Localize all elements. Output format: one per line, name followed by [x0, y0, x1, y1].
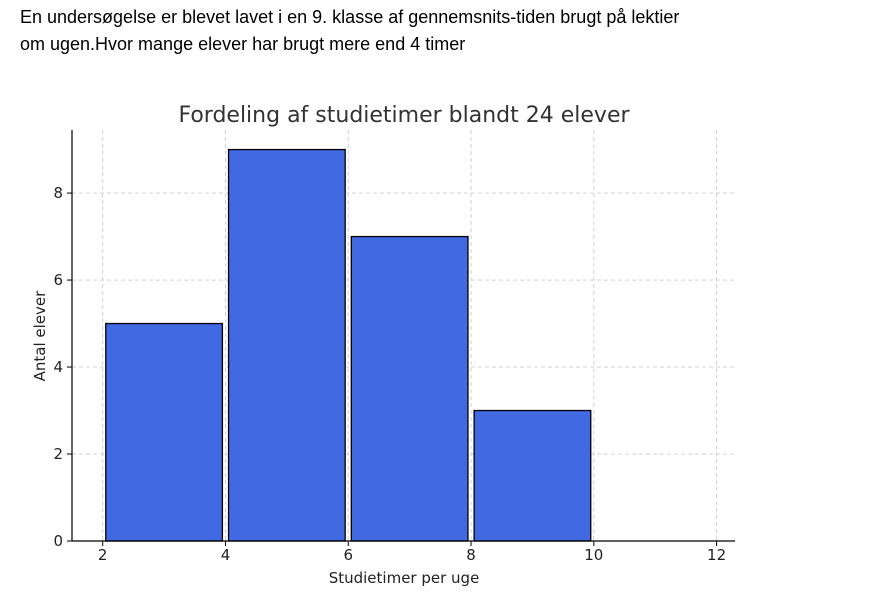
question-text: En undersøgelse er blevet lavet i en 9. …: [20, 4, 870, 58]
histogram-bar: [473, 409, 592, 542]
x-tick-label: 10: [584, 546, 603, 564]
question-line-1: En undersøgelse er blevet lavet i en 9. …: [20, 7, 680, 27]
y-tick-label: 2: [53, 445, 63, 463]
y-tick-label: 8: [53, 184, 63, 202]
histogram-bar: [227, 148, 346, 542]
x-tick-label: 4: [221, 546, 231, 564]
axes: [71, 130, 735, 542]
x-tick-label: 12: [707, 546, 726, 564]
histogram-bar: [350, 235, 469, 542]
y-tick-label: 0: [53, 532, 63, 550]
y-tick-label: 6: [53, 271, 63, 289]
question-line-2: om ugen.Hvor mange elever har brugt mere…: [20, 34, 466, 54]
x-tick-label: 6: [343, 546, 353, 564]
chart-title: Fordeling af studietimer blandt 24 eleve…: [178, 103, 630, 128]
x-axis-label: Studietimer per uge: [329, 569, 480, 587]
y-tick-label: 4: [53, 358, 63, 376]
x-tick-label: 2: [98, 546, 108, 564]
y-axis-label: Antal elever: [31, 290, 49, 382]
histogram-bar: [105, 322, 224, 542]
x-tick-label: 8: [466, 546, 476, 564]
ticks: 2 4 6 8 10 12 0 2 4 6 8: [53, 184, 726, 564]
bars: [105, 148, 592, 542]
